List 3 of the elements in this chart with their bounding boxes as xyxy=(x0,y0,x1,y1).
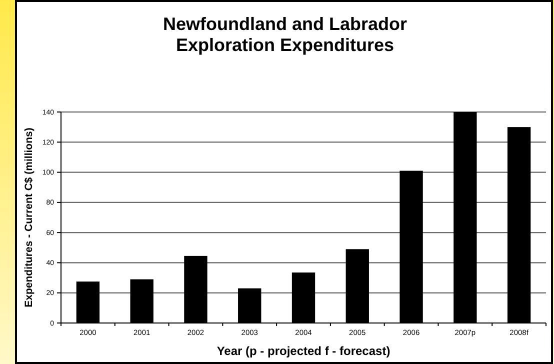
chart-title: Newfoundland and Labrador Exploration Expenditures xyxy=(162,14,408,55)
x-axis-title: Year (p - projected f - forecast) xyxy=(216,344,390,358)
y-axis-title: Expenditures - Current C$ (millions) xyxy=(23,128,35,308)
